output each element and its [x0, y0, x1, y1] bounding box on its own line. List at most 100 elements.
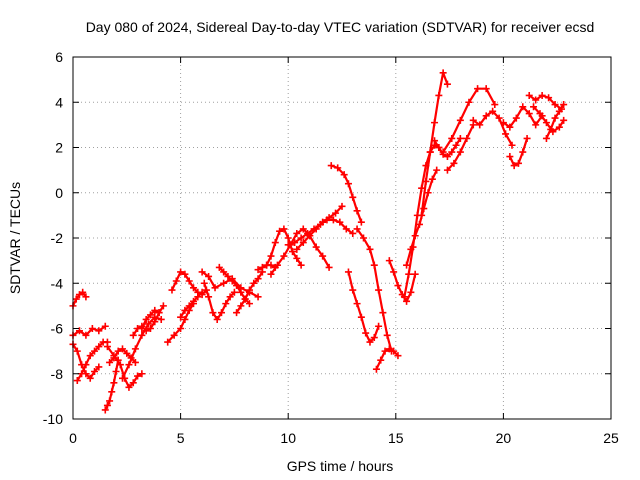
series-arc-38	[530, 103, 568, 136]
data-point	[456, 134, 464, 142]
data-point	[418, 211, 426, 219]
y-tick-labels: -10 -8 -6 -4 -2 0 2 4 6	[43, 49, 63, 427]
data-point	[88, 325, 96, 332]
data-point	[226, 293, 234, 301]
series-arc-32	[439, 85, 499, 156]
data-point	[254, 293, 262, 301]
data-point	[450, 159, 458, 167]
data-point	[181, 270, 189, 278]
data-point	[103, 343, 111, 351]
data-point	[142, 327, 150, 335]
series-arc-2	[69, 322, 109, 339]
data-point	[319, 252, 327, 260]
data-point	[448, 134, 456, 142]
series-arc-17	[233, 268, 266, 317]
data-point	[342, 225, 350, 233]
data-point	[465, 98, 473, 106]
data-point	[185, 277, 193, 285]
series-line	[356, 227, 393, 353]
data-point	[289, 248, 297, 256]
data-point	[433, 166, 441, 174]
data-point	[403, 297, 411, 305]
data-point	[340, 171, 348, 179]
data-point	[123, 349, 131, 357]
data-point	[86, 374, 94, 382]
data-point	[217, 309, 225, 317]
data-point	[297, 234, 305, 242]
data-point	[108, 388, 116, 396]
data-point	[142, 315, 150, 323]
data-point	[400, 293, 408, 301]
series-arc-34	[469, 107, 516, 149]
axis-ticks	[72, 56, 612, 420]
data-point	[344, 180, 352, 188]
data-point	[118, 345, 126, 353]
x-tick-label: 0	[69, 430, 77, 446]
data-point	[146, 311, 154, 319]
data-point	[547, 125, 555, 133]
data-point	[435, 91, 443, 99]
data-point	[532, 96, 540, 104]
data-point	[213, 315, 221, 323]
data-point	[194, 293, 202, 301]
data-point	[349, 229, 357, 237]
data-point	[390, 347, 398, 355]
data-point	[95, 363, 103, 371]
data-point	[306, 232, 314, 240]
data-point	[245, 300, 253, 308]
data-point	[284, 241, 292, 249]
data-point	[428, 175, 436, 183]
y-tick-label: -8	[51, 366, 64, 382]
data-point	[415, 220, 423, 228]
series-arc-30	[418, 69, 451, 219]
series-arc-1	[69, 288, 90, 310]
chart-title: Day 080 of 2024, Sidereal Day-to-day VTE…	[86, 19, 595, 35]
data-point	[329, 216, 337, 224]
data-point	[129, 379, 137, 387]
x-tick-label: 15	[388, 430, 404, 446]
data-point	[332, 209, 340, 217]
data-point	[519, 103, 527, 111]
data-point	[439, 148, 447, 156]
series-arc-4	[73, 338, 111, 385]
data-point	[131, 345, 139, 353]
data-point	[463, 134, 471, 142]
data-point	[338, 202, 346, 210]
grid	[73, 57, 611, 419]
data-point	[370, 261, 378, 269]
data-point	[114, 347, 122, 355]
data-point	[91, 367, 99, 375]
data-point	[456, 116, 464, 124]
data-point	[297, 261, 305, 269]
data-point	[273, 261, 281, 269]
data-point	[177, 313, 185, 321]
data-point	[211, 284, 219, 292]
data-point	[291, 239, 299, 247]
y-axis-label: SDTVAR / TECUs	[7, 182, 23, 294]
data-point	[181, 315, 189, 323]
series-arc-26	[372, 345, 402, 373]
data-point	[469, 116, 477, 124]
x-tick-label: 20	[496, 430, 512, 446]
data-point	[476, 121, 484, 129]
data-point	[185, 302, 193, 310]
data-point	[198, 268, 206, 276]
data-point	[383, 331, 391, 339]
series-arc-36	[506, 134, 531, 170]
data-point	[560, 101, 568, 109]
data-point	[177, 268, 185, 276]
data-series	[69, 69, 568, 414]
series-line	[347, 270, 380, 344]
data-point	[224, 272, 232, 280]
data-point	[237, 288, 245, 296]
data-point	[542, 134, 550, 142]
y-tick-label: -4	[51, 275, 64, 291]
y-tick-label: 0	[55, 185, 63, 201]
data-point	[555, 107, 563, 115]
data-point	[532, 121, 540, 129]
y-tick-label: 4	[55, 94, 63, 110]
data-point	[375, 322, 383, 330]
data-point	[319, 218, 327, 226]
data-point	[325, 214, 333, 222]
data-point	[443, 80, 451, 88]
